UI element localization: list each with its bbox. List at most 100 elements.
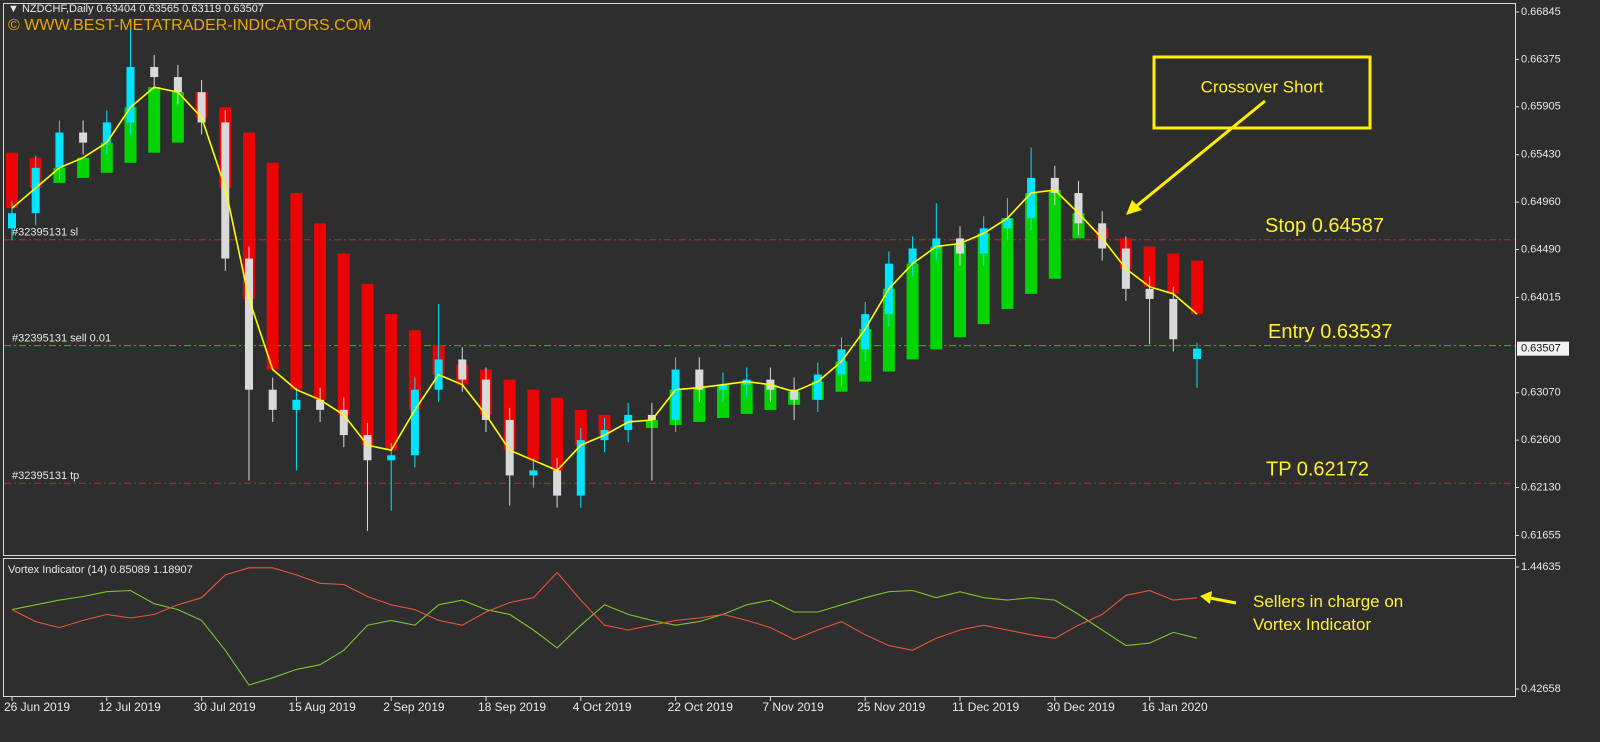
y-tick-label: 0.66845 xyxy=(1521,6,1561,18)
ribbon-bar xyxy=(930,246,943,350)
vortex-line xyxy=(11,567,1198,651)
x-tick-label: 25 Nov 2019 xyxy=(857,700,925,714)
ribbon-bar xyxy=(361,283,374,446)
candle-body xyxy=(458,359,467,380)
level-annotation: Stop 0.64587 xyxy=(1265,215,1384,237)
ribbon-bar xyxy=(1001,218,1014,310)
ribbon-bar xyxy=(906,263,919,360)
ribbon-bar xyxy=(977,233,990,325)
ribbon-bar xyxy=(6,152,18,209)
x-tick-label: 15 Aug 2019 xyxy=(288,700,356,714)
candle-body xyxy=(932,238,941,249)
candle-body xyxy=(979,228,988,254)
candle-body xyxy=(1193,348,1201,360)
candle-body xyxy=(102,122,111,143)
y-tick-label: 0.65905 xyxy=(1521,101,1561,113)
x-tick-label: 11 Dec 2019 xyxy=(952,700,1019,714)
candle-body xyxy=(1027,177,1036,219)
candle-body xyxy=(292,399,301,410)
candle-body xyxy=(1003,218,1012,229)
annotation-box xyxy=(1152,55,1372,130)
ribbon-bar xyxy=(693,387,706,422)
x-tick-label: 2 Sep 2019 xyxy=(383,700,445,714)
ribbon-bar xyxy=(740,381,753,414)
vortex-arrowhead xyxy=(1200,591,1212,604)
level-label: #32395131 sell 0.01 xyxy=(12,333,111,345)
vortex-title: Vortex Indicator (14) xyxy=(8,564,107,576)
ribbon-bar xyxy=(574,409,587,446)
y-tick-label: 0.62130 xyxy=(1521,481,1561,493)
candle-body xyxy=(31,167,40,214)
y-tick-label: 0.63070 xyxy=(1521,387,1561,399)
candle-body xyxy=(197,92,206,123)
x-tick-label: 22 Oct 2019 xyxy=(668,700,734,714)
candle-body xyxy=(55,132,64,168)
x-tick-label: 26 Jun 2019 xyxy=(4,700,70,714)
candle-body xyxy=(647,414,656,420)
y-tick-label: 0.62600 xyxy=(1521,434,1561,446)
candle-body xyxy=(339,409,348,436)
x-tick-label: 16 Jan 2020 xyxy=(1142,700,1208,714)
ribbon-bar xyxy=(1048,190,1061,279)
chart-header: ▼ NZDCHF,Daily 0.63404 0.63565 0.63119 0… xyxy=(8,3,264,15)
vortex-minus-value: 1.18907 xyxy=(153,564,193,576)
y-tick-label: 0.65430 xyxy=(1521,149,1561,161)
candle-body xyxy=(553,470,562,496)
ribbon-bar xyxy=(1143,246,1156,287)
y-tick-label: 0.66375 xyxy=(1521,53,1561,65)
x-tick-label: 7 Nov 2019 xyxy=(762,700,824,714)
candle-body xyxy=(268,389,277,410)
candle-body xyxy=(908,248,917,264)
ribbon-bar xyxy=(337,253,350,415)
last-low: 0.63119 xyxy=(182,3,221,15)
vortex-annotation: Sellers in charge on Vortex Indicator xyxy=(1253,592,1404,634)
last-high: 0.63565 xyxy=(139,3,179,15)
level-annotation: Entry 0.63537 xyxy=(1268,321,1393,343)
ribbon-bar xyxy=(100,142,113,173)
vortex-plus-value: 0.85089 xyxy=(110,564,150,576)
candle-body xyxy=(529,470,538,476)
x-tick-label: 18 Sep 2019 xyxy=(478,700,546,714)
vortex-arrow xyxy=(1209,596,1237,605)
header-arrow: ▼ xyxy=(8,3,19,15)
candle-body xyxy=(719,384,727,390)
candle-body xyxy=(410,389,419,456)
y-tick-label: 0.64015 xyxy=(1521,291,1561,303)
vortex-line xyxy=(11,589,1198,686)
candle-body xyxy=(363,435,372,461)
annotation-arrow xyxy=(1133,99,1266,210)
candle-body xyxy=(671,369,680,420)
ribbon-bar xyxy=(551,397,564,471)
watermark: © WWW.BEST-METATRADER-INDICATORS.COM xyxy=(8,17,371,34)
y-tick-label: 0.61655 xyxy=(1521,529,1561,541)
candle-body xyxy=(576,440,585,496)
level-label: #32395131 tp xyxy=(12,470,79,482)
level-label: #32395131 sl xyxy=(12,227,78,239)
candle-body xyxy=(695,369,704,390)
ribbon-bar xyxy=(954,243,966,338)
y-tick-label: 1.44635 xyxy=(1521,561,1561,573)
candle-body xyxy=(1074,193,1083,224)
candle-body xyxy=(813,374,822,400)
vortex-header: Vortex Indicator (14) 0.85089 1.18907 xyxy=(8,564,193,576)
ribbon-bar xyxy=(171,92,184,143)
candle-body xyxy=(245,258,253,390)
ribbon-bar xyxy=(527,389,540,461)
price-tag-label: 0.63507 xyxy=(1521,343,1561,355)
candle-body xyxy=(956,238,964,254)
ribbon-bar xyxy=(266,162,279,370)
y-tick-label: 0.64490 xyxy=(1521,243,1561,255)
last-close: 0.63507 xyxy=(224,3,264,15)
y-tick-label: 0.64960 xyxy=(1521,196,1561,208)
ribbon-bar xyxy=(385,314,398,451)
y-tick-label: 0.42658 xyxy=(1521,683,1561,695)
ribbon-bar xyxy=(1167,253,1180,294)
ribbon-bar xyxy=(290,193,303,390)
last-open: 0.63404 xyxy=(97,3,137,15)
candle-body xyxy=(8,213,16,229)
candle-body xyxy=(790,389,799,400)
candle-body xyxy=(482,379,490,420)
annotation-arrowhead xyxy=(1126,200,1142,215)
